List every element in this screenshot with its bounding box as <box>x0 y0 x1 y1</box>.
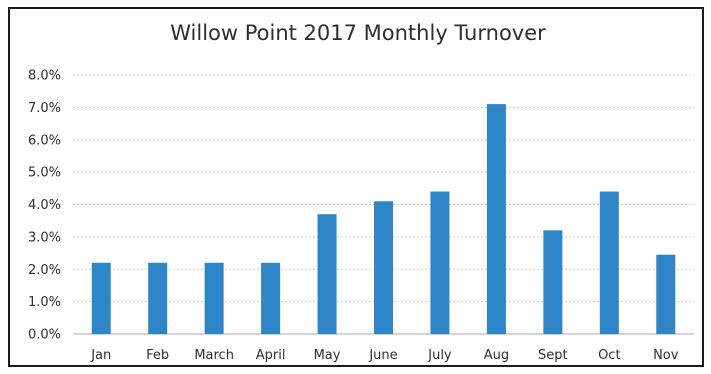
y-tick-label: 4.0% <box>28 198 61 213</box>
gridlines <box>73 74 694 335</box>
x-tick-label: May <box>314 348 341 363</box>
bar-feb <box>148 262 168 334</box>
x-tick-label: Oct <box>598 348 620 363</box>
x-tick-label: March <box>194 348 234 363</box>
bar-chart: 0.0% 1.0% 2.0% 3.0% 4.0% 5.0% 6.0% 7.0% 8.0% Jan… <box>28 69 694 363</box>
x-tick-label: Aug <box>484 348 509 363</box>
chart-frame: Willow Point 2017 Monthly Turnover 0.0% 1… <box>8 7 704 367</box>
x-tick-label: Nov <box>653 348 679 363</box>
bars <box>91 104 676 334</box>
x-tick-label: Sept <box>538 348 568 363</box>
bar-nov <box>656 254 676 334</box>
bar-april <box>261 262 281 334</box>
bar-march <box>204 262 224 334</box>
y-tick-label: 6.0% <box>28 133 61 148</box>
x-axis-ticks: Jan Feb March April May June July Aug Sept Oct Nov <box>90 348 679 363</box>
bar-jan <box>91 262 111 334</box>
x-tick-label: Jan <box>90 348 111 363</box>
x-tick-label: June <box>368 348 397 363</box>
y-tick-label: 2.0% <box>28 263 61 278</box>
y-tick-label: 7.0% <box>28 101 61 116</box>
y-tick-label: 5.0% <box>28 166 61 181</box>
chart-title: Willow Point 2017 Monthly Turnover <box>170 21 546 45</box>
y-tick-label: 1.0% <box>28 295 61 310</box>
y-tick-label: 3.0% <box>28 230 61 245</box>
y-tick-label: 8.0% <box>28 69 61 84</box>
bar-june <box>374 201 393 334</box>
y-axis-ticks: 0.0% 1.0% 2.0% 3.0% 4.0% 5.0% 6.0% 7.0% 8.0% <box>28 69 61 343</box>
bar-may <box>317 214 337 334</box>
x-tick-label: April <box>256 348 286 363</box>
x-tick-label: Feb <box>146 348 169 363</box>
bar-oct <box>599 191 619 334</box>
bar-july <box>430 191 450 334</box>
bar-sept <box>543 230 563 334</box>
bar-aug <box>486 104 506 334</box>
y-tick-label: 0.0% <box>28 328 61 343</box>
x-tick-label: July <box>427 348 452 363</box>
